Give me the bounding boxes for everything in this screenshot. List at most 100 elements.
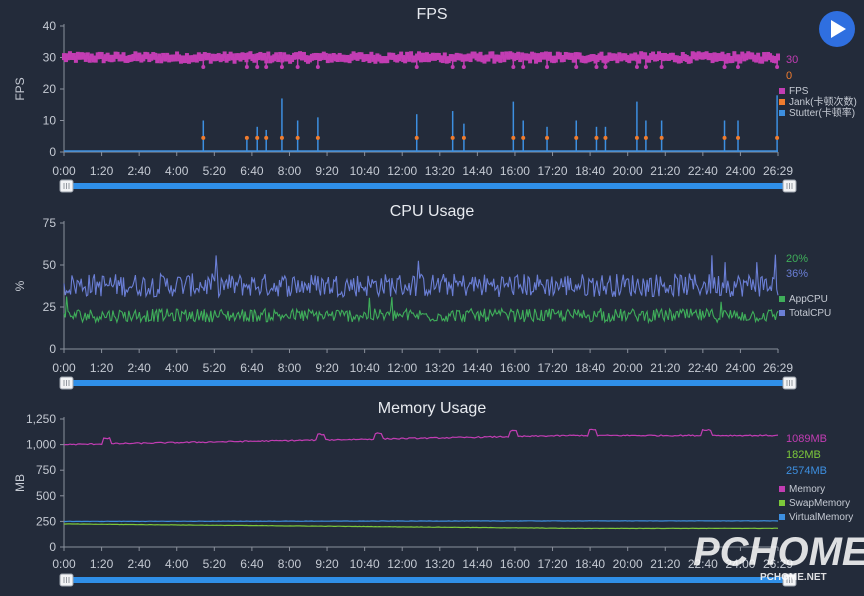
y-tick-label: 0 xyxy=(49,342,56,356)
fps-dip-point xyxy=(643,64,648,69)
series-totalcpu xyxy=(63,254,779,299)
legend-swatch[interactable] xyxy=(779,296,785,302)
jank-point xyxy=(643,135,648,140)
slider-track[interactable] xyxy=(64,577,794,583)
x-tick-label: 26:29 xyxy=(763,361,793,375)
jank-point xyxy=(414,135,419,140)
series-appcpu xyxy=(63,296,779,325)
fps-dip-point xyxy=(659,64,664,69)
fps-point xyxy=(367,56,372,64)
legend-swatch[interactable] xyxy=(779,88,785,94)
fps-dip-point xyxy=(414,64,419,69)
jank-point xyxy=(521,135,526,140)
jank-point xyxy=(279,135,284,140)
y-axis-label: % xyxy=(13,280,27,291)
jank-point xyxy=(603,135,608,140)
fps-dip-point xyxy=(201,64,206,69)
x-tick-label: 0:00 xyxy=(52,557,76,571)
fps-point xyxy=(440,56,445,64)
jank-point xyxy=(244,135,249,140)
fps-point xyxy=(553,55,558,63)
fps-point xyxy=(760,56,765,64)
slider-track[interactable] xyxy=(64,183,794,189)
jank-point xyxy=(634,135,639,140)
x-tick-label: 12:00 xyxy=(387,557,417,571)
y-tick-label: 1,000 xyxy=(26,438,56,452)
legend-label[interactable]: SwapMemory xyxy=(789,498,850,509)
fps-dip-point xyxy=(255,64,260,69)
legend-label[interactable]: VirtualMemory xyxy=(789,512,853,523)
legend-label[interactable]: Memory xyxy=(789,484,825,495)
x-tick-label: 5:20 xyxy=(203,164,227,178)
legend-label[interactable]: FPS xyxy=(789,86,809,97)
y-tick-label: 25 xyxy=(43,300,57,314)
fps-point xyxy=(532,52,537,60)
x-tick-label: 6:40 xyxy=(240,164,264,178)
current-value-memory: 1089MB xyxy=(786,433,827,445)
fps-point xyxy=(222,51,227,59)
fps-dip-point xyxy=(545,64,550,69)
x-tick-label: 16:00 xyxy=(500,164,530,178)
legend-label[interactable]: AppCPU xyxy=(789,294,828,305)
fps-point xyxy=(73,55,78,63)
series-jank-stutter xyxy=(64,95,780,152)
fps-point xyxy=(403,56,408,64)
fps-point xyxy=(710,56,715,64)
legend-swatch[interactable] xyxy=(779,486,785,492)
x-tick-label: 22:40 xyxy=(688,557,718,571)
x-tick-label: 24:00 xyxy=(725,164,755,178)
x-tick-label: 6:40 xyxy=(240,557,264,571)
x-tick-label: 18:40 xyxy=(575,557,605,571)
time-range-slider[interactable] xyxy=(59,573,797,587)
x-tick-label: 14:40 xyxy=(462,557,492,571)
legend-swatch[interactable] xyxy=(779,514,785,520)
legend-label[interactable]: Jank(卡顿次数) xyxy=(789,95,857,108)
y-axis-label: FPS xyxy=(13,77,27,100)
series-fps xyxy=(62,51,780,69)
x-tick-label: 16:00 xyxy=(500,361,530,375)
y-tick-label: 1,250 xyxy=(26,412,56,426)
fps-point xyxy=(615,56,620,64)
jank-point xyxy=(775,135,780,140)
legend-swatch[interactable] xyxy=(779,310,785,316)
time-range-slider[interactable] xyxy=(59,376,797,390)
jank-point xyxy=(574,135,579,140)
x-tick-label: 12:00 xyxy=(387,164,417,178)
play-icon xyxy=(831,20,846,38)
fps-dip-point xyxy=(511,64,516,69)
fps-point xyxy=(738,56,743,64)
fps-point xyxy=(637,56,642,64)
x-tick-label: 12:00 xyxy=(387,361,417,375)
fps-dip-point xyxy=(722,64,727,69)
fps-dip-point xyxy=(461,64,466,69)
x-tick-label: 14:40 xyxy=(462,164,492,178)
x-tick-label: 13:20 xyxy=(425,164,455,178)
slider-track[interactable] xyxy=(64,380,794,386)
x-tick-label: 18:40 xyxy=(575,361,605,375)
time-range-slider[interactable] xyxy=(59,179,797,193)
jank-point xyxy=(315,135,320,140)
play-button[interactable] xyxy=(819,11,855,47)
fps-point xyxy=(490,51,495,59)
x-tick-label: 9:20 xyxy=(315,557,339,571)
fps-point xyxy=(468,55,473,63)
x-tick-label: 10:40 xyxy=(350,164,380,178)
x-tick-label: 5:20 xyxy=(203,361,227,375)
legend-swatch[interactable] xyxy=(779,110,785,116)
legend-swatch[interactable] xyxy=(779,99,785,105)
legend-swatch[interactable] xyxy=(779,500,785,506)
y-tick-label: 20 xyxy=(43,82,57,96)
legend-label[interactable]: TotalCPU xyxy=(789,308,831,319)
fps-point xyxy=(278,51,283,59)
y-tick-label: 0 xyxy=(49,145,56,159)
x-tick-label: 17:20 xyxy=(538,557,568,571)
series-memory xyxy=(63,428,779,446)
x-tick-label: 1:20 xyxy=(90,164,114,178)
jank-point xyxy=(255,135,260,140)
legend-label[interactable]: Stutter(卡顿率) xyxy=(789,106,855,119)
x-tick-label: 16:00 xyxy=(500,557,530,571)
x-tick-label: 22:40 xyxy=(688,164,718,178)
fps-point xyxy=(498,55,503,63)
y-tick-label: 50 xyxy=(43,258,57,272)
jank-point xyxy=(736,135,741,140)
